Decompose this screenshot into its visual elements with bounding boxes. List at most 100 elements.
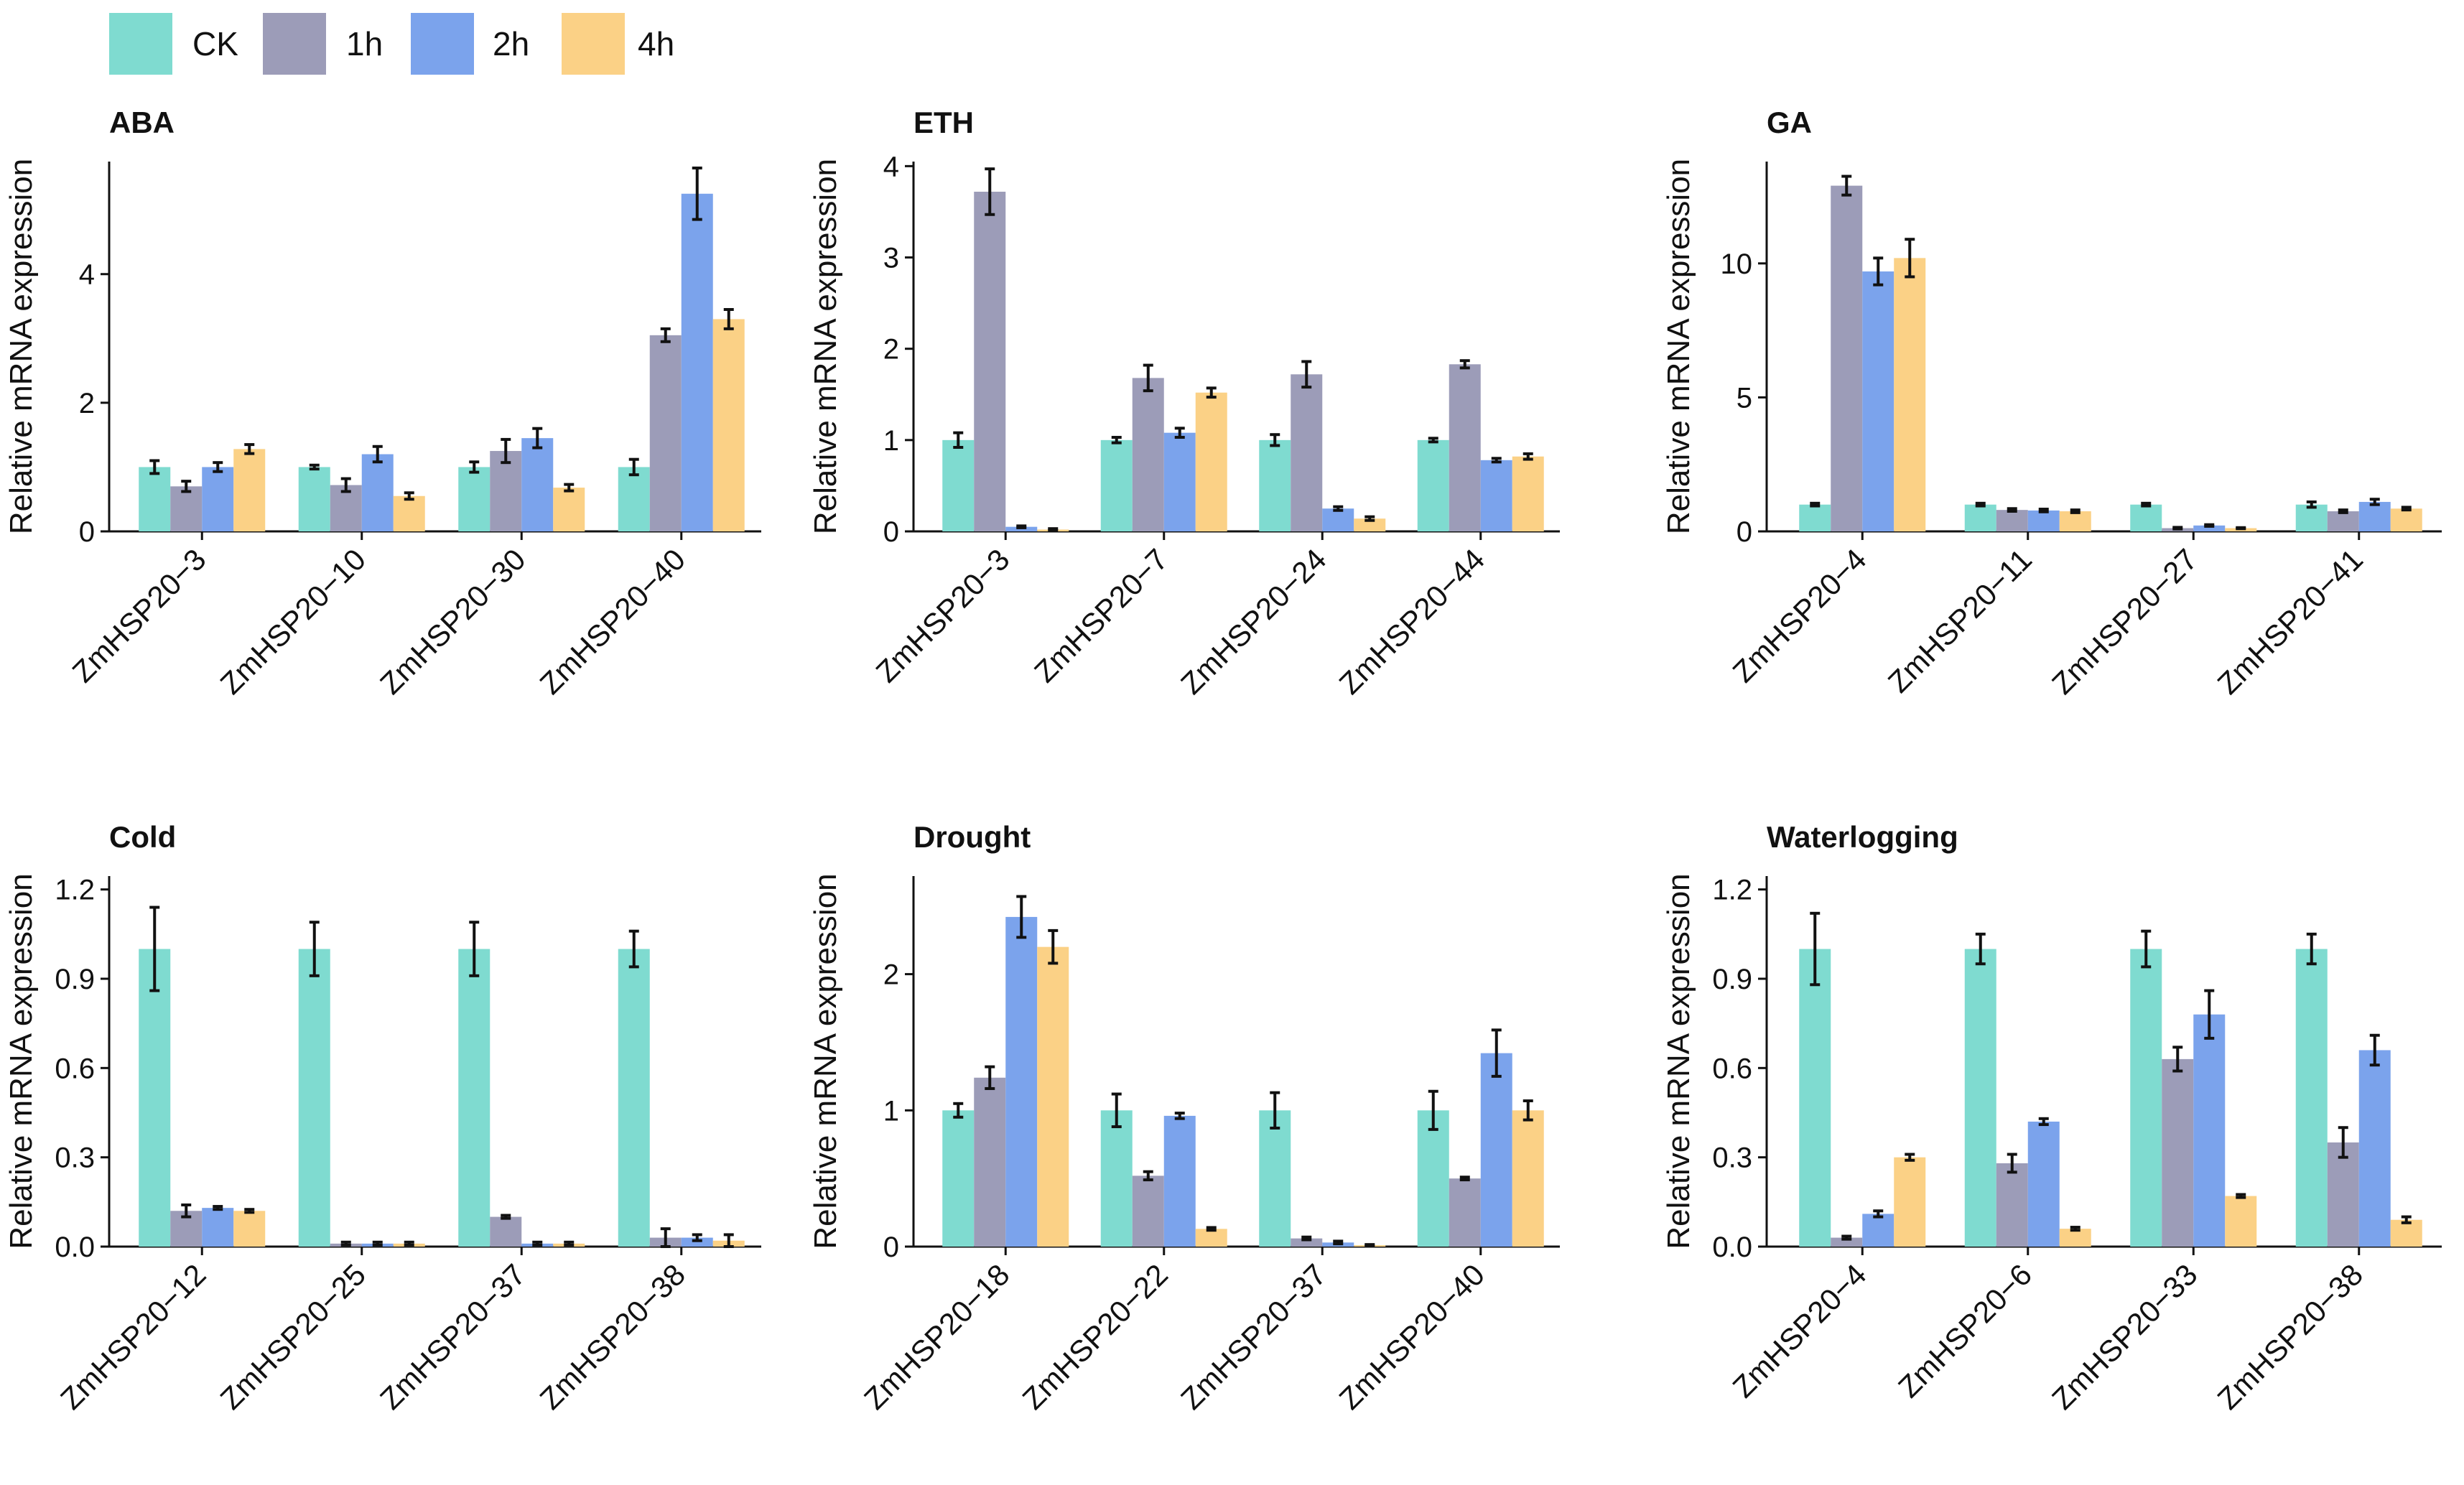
eth-bar-zmhsp20-44-4h — [1512, 456, 1544, 531]
ga-bar-zmhsp20-11-2h — [2027, 510, 2060, 531]
ga-bar-zmhsp20-41-1h — [2327, 511, 2359, 531]
eth-ytick-label: 2 — [883, 334, 899, 366]
waterlogging-xtick-label: ZmHSP20−4 — [1726, 1257, 1873, 1404]
ga-ytick-label: 0 — [1737, 516, 1752, 548]
ga-bar-zmhsp20-4-4h — [1894, 258, 1926, 531]
waterlogging-ytick-label: 0.9 — [1712, 964, 1752, 995]
waterlogging-bar-zmhsp20-4-2h — [1862, 1214, 1895, 1247]
aba-bar-zmhsp20-30-4h — [553, 488, 585, 531]
legend-label-ck: CK — [192, 25, 238, 62]
eth-bar-zmhsp20-7-2h — [1163, 432, 1196, 531]
waterlogging-xtick-label: ZmHSP20−33 — [2045, 1257, 2204, 1416]
drought-bar-zmhsp20-18-2h — [1005, 916, 1038, 1247]
waterlogging-ytick-label: 0.6 — [1712, 1053, 1752, 1084]
cold-bar-zmhsp20-37-ck — [458, 949, 491, 1247]
legend-swatch-1h — [263, 13, 326, 75]
eth-bar-zmhsp20-24-1h — [1291, 374, 1323, 531]
cold-ytick-label: 0.9 — [55, 964, 95, 995]
legend-swatch-4h — [562, 13, 625, 75]
chart-panel-waterlogging: Waterlogging Relative mRNA expression 0.0 0… — [1661, 820, 2442, 1416]
aba-bar-zmhsp20-40-2h — [681, 193, 713, 531]
aba-bar-zmhsp20-3-4h — [233, 449, 266, 531]
ga-xtick-label: ZmHSP20−41 — [2211, 542, 2370, 701]
aba-bar-zmhsp20-30-ck — [458, 467, 491, 531]
drought-bar-zmhsp20-37-ck — [1259, 1110, 1291, 1247]
aba-bar-zmhsp20-40-1h — [649, 335, 682, 531]
drought-bar-zmhsp20-40-1h — [1449, 1178, 1481, 1247]
cold-bar-zmhsp20-12-4h — [233, 1211, 266, 1247]
drought-xtick-label: ZmHSP20−40 — [1333, 1257, 1492, 1416]
aba-bar-zmhsp20-10-2h — [361, 454, 394, 531]
eth-bar-zmhsp20-44-2h — [1480, 460, 1512, 531]
waterlogging-bar-zmhsp20-33-ck — [2130, 949, 2162, 1247]
ga-bar-zmhsp20-27-2h — [2193, 525, 2226, 531]
aba-xtick-label: ZmHSP20−10 — [214, 542, 373, 701]
ga-bar-zmhsp20-41-2h — [2358, 501, 2391, 531]
ga-bar-zmhsp20-11-ck — [1964, 504, 1996, 531]
eth-title: ETH — [913, 106, 974, 139]
ga-xtick-label: ZmHSP20−11 — [1882, 542, 2038, 699]
cold-bar-zmhsp20-38-2h — [681, 1237, 713, 1247]
drought-ytick-label: 2 — [883, 959, 899, 991]
waterlogging-bar-zmhsp20-33-2h — [2193, 1014, 2226, 1247]
eth-bar-zmhsp20-24-2h — [1322, 508, 1354, 531]
ga-bar-zmhsp20-11-4h — [2059, 511, 2091, 531]
ga-bar-zmhsp20-41-ck — [2295, 504, 2328, 531]
eth-xtick-label: ZmHSP20−24 — [1174, 542, 1333, 701]
aba-bar-zmhsp20-10-4h — [393, 495, 425, 531]
legend-label-2h: 2h — [493, 25, 529, 62]
eth-xtick-label: ZmHSP20−7 — [1028, 542, 1174, 689]
eth-bar-zmhsp20-7-1h — [1132, 378, 1164, 531]
aba-title: ABA — [109, 106, 175, 139]
eth-xtick-label: ZmHSP20−3 — [870, 542, 1016, 689]
legend: CK 1h 2h 4h — [109, 13, 674, 75]
ga-xtick-label: ZmHSP20−4 — [1726, 542, 1873, 689]
aba-bar-zmhsp20-3-ck — [139, 467, 171, 531]
waterlogging-bar-zmhsp20-6-1h — [1996, 1163, 2028, 1247]
drought-bar-zmhsp20-40-4h — [1512, 1110, 1544, 1247]
cold-bar-zmhsp20-38-ck — [618, 949, 650, 1247]
drought-bar-zmhsp20-22-1h — [1132, 1176, 1164, 1247]
ga-bar-zmhsp20-41-4h — [2390, 508, 2422, 531]
eth-xtick-label: ZmHSP20−44 — [1333, 542, 1492, 701]
drought-bar-zmhsp20-40-2h — [1480, 1053, 1512, 1247]
waterlogging-bar-zmhsp20-6-4h — [2059, 1229, 2091, 1247]
aba-bar-zmhsp20-3-2h — [202, 467, 234, 531]
eth-bar-zmhsp20-44-1h — [1449, 364, 1481, 531]
cold-ytick-label: 1.2 — [55, 875, 95, 906]
drought-xtick-label: ZmHSP20−18 — [857, 1257, 1016, 1416]
drought-bar-zmhsp20-22-2h — [1163, 1115, 1196, 1247]
drought-title: Drought — [913, 820, 1031, 854]
drought-xtick-label: ZmHSP20−22 — [1016, 1257, 1175, 1416]
aba-bar-zmhsp20-30-1h — [490, 451, 522, 531]
aba-xtick-label: ZmHSP20−3 — [66, 542, 213, 689]
waterlogging-xtick-label: ZmHSP20−6 — [1892, 1257, 2038, 1404]
waterlogging-ytick-label: 0.0 — [1712, 1232, 1752, 1263]
aba-bar-zmhsp20-40-4h — [712, 319, 745, 531]
waterlogging-bar-zmhsp20-6-ck — [1964, 949, 1996, 1247]
ga-bar-zmhsp20-4-ck — [1799, 504, 1831, 531]
aba-xtick-label: ZmHSP20−40 — [534, 542, 692, 701]
aba-bar-zmhsp20-10-ck — [298, 467, 330, 531]
aba-ytick-label: 4 — [79, 259, 95, 291]
waterlogging-title: Waterlogging — [1767, 820, 1958, 854]
drought-bar-zmhsp20-18-4h — [1037, 946, 1069, 1247]
eth-bar-zmhsp20-7-ck — [1100, 439, 1133, 531]
aba-ylabel: Relative mRNA expression — [4, 159, 39, 534]
cold-bar-zmhsp20-12-ck — [139, 949, 171, 1247]
legend-swatch-2h — [411, 13, 474, 75]
cold-xtick-label: ZmHSP20−12 — [54, 1257, 213, 1416]
cold-xtick-label: ZmHSP20−25 — [214, 1257, 373, 1416]
cold-xtick-label: ZmHSP20−37 — [373, 1257, 532, 1416]
chart-panel-cold: Cold Relative mRNA expression 0.0 0.3 0.6 0.9… — [4, 820, 761, 1416]
drought-ytick-label: 0 — [883, 1232, 899, 1263]
drought-bar-zmhsp20-22-4h — [1195, 1229, 1227, 1247]
waterlogging-bar-zmhsp20-38-2h — [2358, 1050, 2391, 1247]
waterlogging-bar-zmhsp20-33-4h — [2225, 1196, 2257, 1247]
waterlogging-ytick-label: 0.3 — [1712, 1142, 1752, 1174]
cold-ytick-label: 0.0 — [55, 1232, 95, 1263]
waterlogging-bar-zmhsp20-4-1h — [1831, 1237, 1863, 1247]
